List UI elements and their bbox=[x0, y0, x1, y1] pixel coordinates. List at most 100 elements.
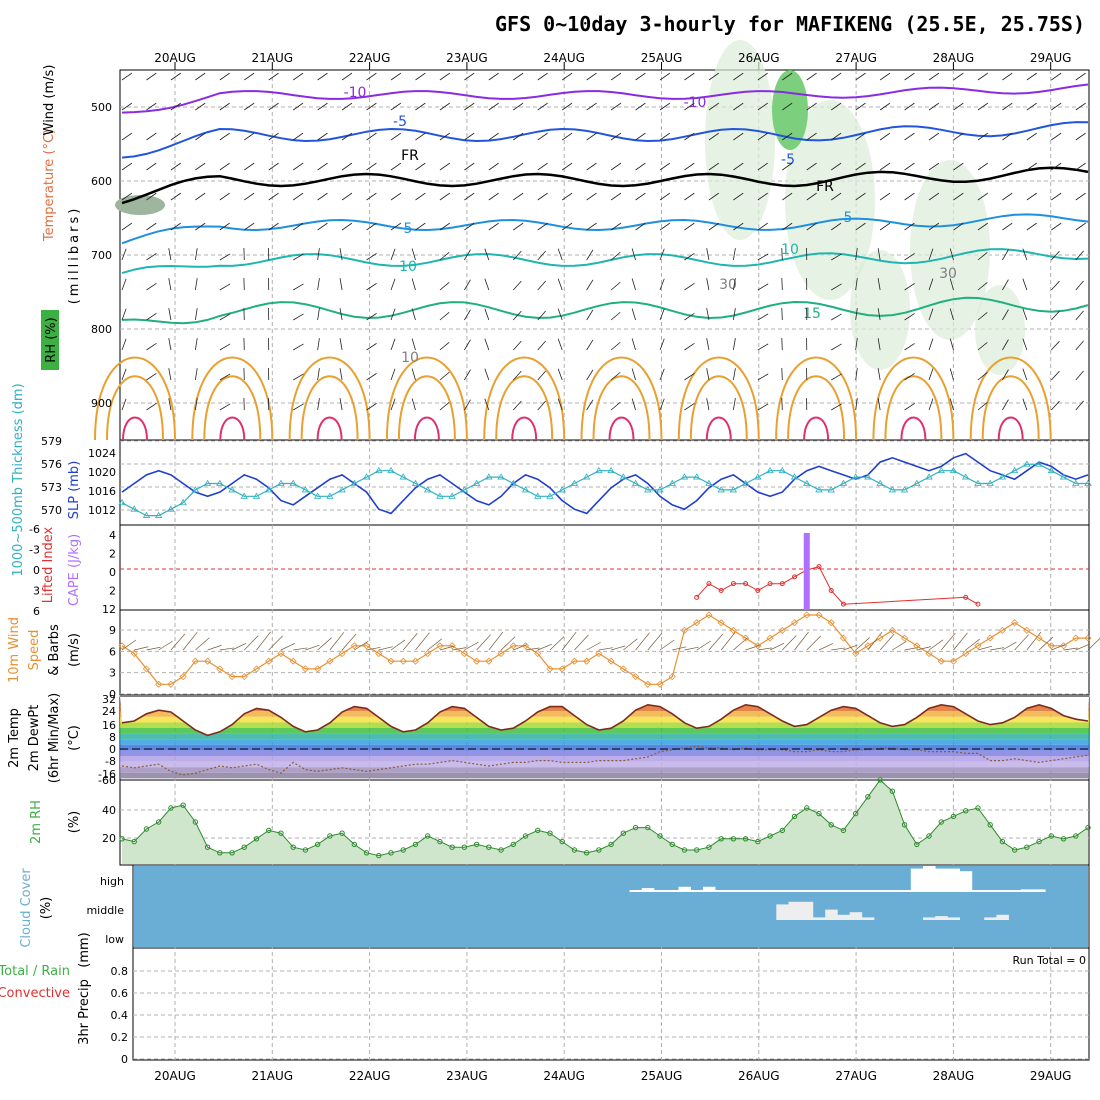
thickness-point bbox=[962, 473, 970, 480]
thickness-point bbox=[350, 479, 359, 486]
wind-barb bbox=[513, 102, 524, 111]
temp-tick: 8 bbox=[109, 731, 116, 744]
wind-speed-point bbox=[680, 626, 689, 634]
wind-barb bbox=[512, 340, 522, 351]
wind-barb-10m bbox=[207, 644, 222, 651]
wind-barb bbox=[610, 102, 622, 111]
temp-band bbox=[120, 739, 1089, 745]
wind-barb bbox=[904, 283, 915, 291]
wind-barb bbox=[194, 308, 198, 321]
wind-barb bbox=[1002, 132, 1013, 141]
wind-barb bbox=[586, 72, 597, 81]
rh-point bbox=[424, 833, 431, 839]
temp2m-label-b: 2m DewPt bbox=[27, 705, 42, 772]
wind-barb bbox=[879, 222, 891, 231]
temp-tick: 16 bbox=[102, 719, 116, 732]
wind-barb bbox=[244, 222, 255, 231]
wind-barb bbox=[537, 72, 548, 81]
wind-barb-10m bbox=[146, 646, 161, 651]
wind-barb bbox=[904, 162, 915, 171]
wind-barb bbox=[1051, 192, 1062, 201]
thickness-point bbox=[265, 486, 273, 493]
wind-barb bbox=[631, 308, 636, 321]
wind-speed-point bbox=[509, 642, 517, 650]
wind-barb-10m bbox=[244, 635, 259, 651]
wind-speed-point bbox=[1023, 626, 1031, 634]
thickness-point bbox=[693, 473, 701, 480]
wind-barb-10m bbox=[916, 646, 931, 651]
cloud-high-bar bbox=[996, 890, 1009, 892]
wind-speed-point bbox=[436, 642, 444, 650]
wind-barb bbox=[439, 102, 450, 111]
cloud-middle-bar bbox=[812, 917, 826, 920]
thickness-point bbox=[827, 486, 835, 493]
thickness-point bbox=[900, 486, 909, 493]
wind-barb bbox=[610, 72, 622, 81]
wind-barb bbox=[317, 338, 320, 351]
wind-barb bbox=[684, 372, 695, 381]
cape-label: CAPE (J/kg) bbox=[67, 534, 82, 606]
contour-label: 5 bbox=[844, 210, 853, 226]
cloud-high-bar bbox=[898, 890, 912, 892]
wind-barb bbox=[439, 192, 450, 201]
thickness-point bbox=[790, 473, 799, 480]
thickness-point bbox=[497, 473, 505, 480]
wind-barb-10m bbox=[586, 642, 601, 651]
isotherm-freezing bbox=[121, 166, 1089, 205]
wind-barb bbox=[557, 398, 563, 411]
wind-barb bbox=[439, 282, 450, 291]
wind-barb bbox=[977, 282, 988, 291]
cloud-high-bar bbox=[727, 890, 740, 892]
wind-barb bbox=[879, 102, 891, 111]
date-label-top: 25AUG bbox=[641, 51, 683, 65]
wind-barb bbox=[484, 278, 490, 291]
isotherm-15 bbox=[121, 296, 1089, 325]
contour-label: 30 bbox=[719, 277, 737, 293]
stability-panel: -6 -3 0 3 6 4 2 0 2 12 bbox=[29, 523, 1089, 618]
temp-tick: -16 bbox=[98, 768, 116, 781]
wind-barb bbox=[537, 340, 546, 351]
wind10m-label-b: Speed bbox=[27, 630, 42, 671]
wind-barb-10m bbox=[696, 640, 711, 651]
thickness-point bbox=[1047, 466, 1056, 474]
wind-barb bbox=[855, 338, 858, 351]
wind-barb bbox=[928, 368, 934, 381]
isotherm-hot bbox=[997, 416, 1024, 441]
wind-barb bbox=[610, 132, 622, 141]
cloud-middle-bar bbox=[861, 917, 875, 920]
thickness-point bbox=[313, 492, 322, 499]
isotherm-hot bbox=[219, 416, 246, 441]
wind-barb bbox=[928, 278, 934, 291]
wind-barb bbox=[782, 222, 793, 231]
temperature-label: Temperature (°C) bbox=[42, 129, 57, 242]
rh-point bbox=[718, 836, 724, 842]
cloud-label: Cloud Cover bbox=[19, 868, 34, 948]
rh-point bbox=[547, 830, 553, 836]
wind-barb bbox=[1026, 132, 1037, 141]
cloud-high-bar bbox=[984, 890, 997, 892]
wind-barb bbox=[219, 283, 231, 291]
wind-barb bbox=[341, 222, 353, 231]
wind-barb bbox=[1051, 102, 1062, 111]
rh-point bbox=[180, 802, 186, 808]
wind-speed-point bbox=[668, 673, 676, 681]
isotherm-minus5 bbox=[121, 121, 1089, 159]
contour-label: FR bbox=[816, 179, 834, 195]
rh-point bbox=[522, 833, 529, 839]
rh-point bbox=[828, 822, 834, 828]
wind-barb bbox=[635, 72, 646, 81]
wind-speed-point bbox=[314, 665, 322, 673]
rh-point bbox=[388, 850, 394, 856]
rh-point bbox=[645, 824, 651, 831]
wind-barb bbox=[292, 162, 304, 171]
wind-barb bbox=[904, 253, 915, 261]
wind-barb bbox=[1075, 132, 1086, 141]
isotherm-5 bbox=[121, 213, 1089, 245]
cloud-panel: high middle low bbox=[86, 866, 1088, 947]
thickness-point bbox=[729, 486, 738, 493]
wind-barb bbox=[244, 192, 255, 201]
thickness-point bbox=[937, 466, 945, 474]
cape-tick: 0 bbox=[109, 566, 116, 579]
cloud-high-bar bbox=[935, 868, 948, 892]
lifted-index-point bbox=[975, 601, 981, 607]
